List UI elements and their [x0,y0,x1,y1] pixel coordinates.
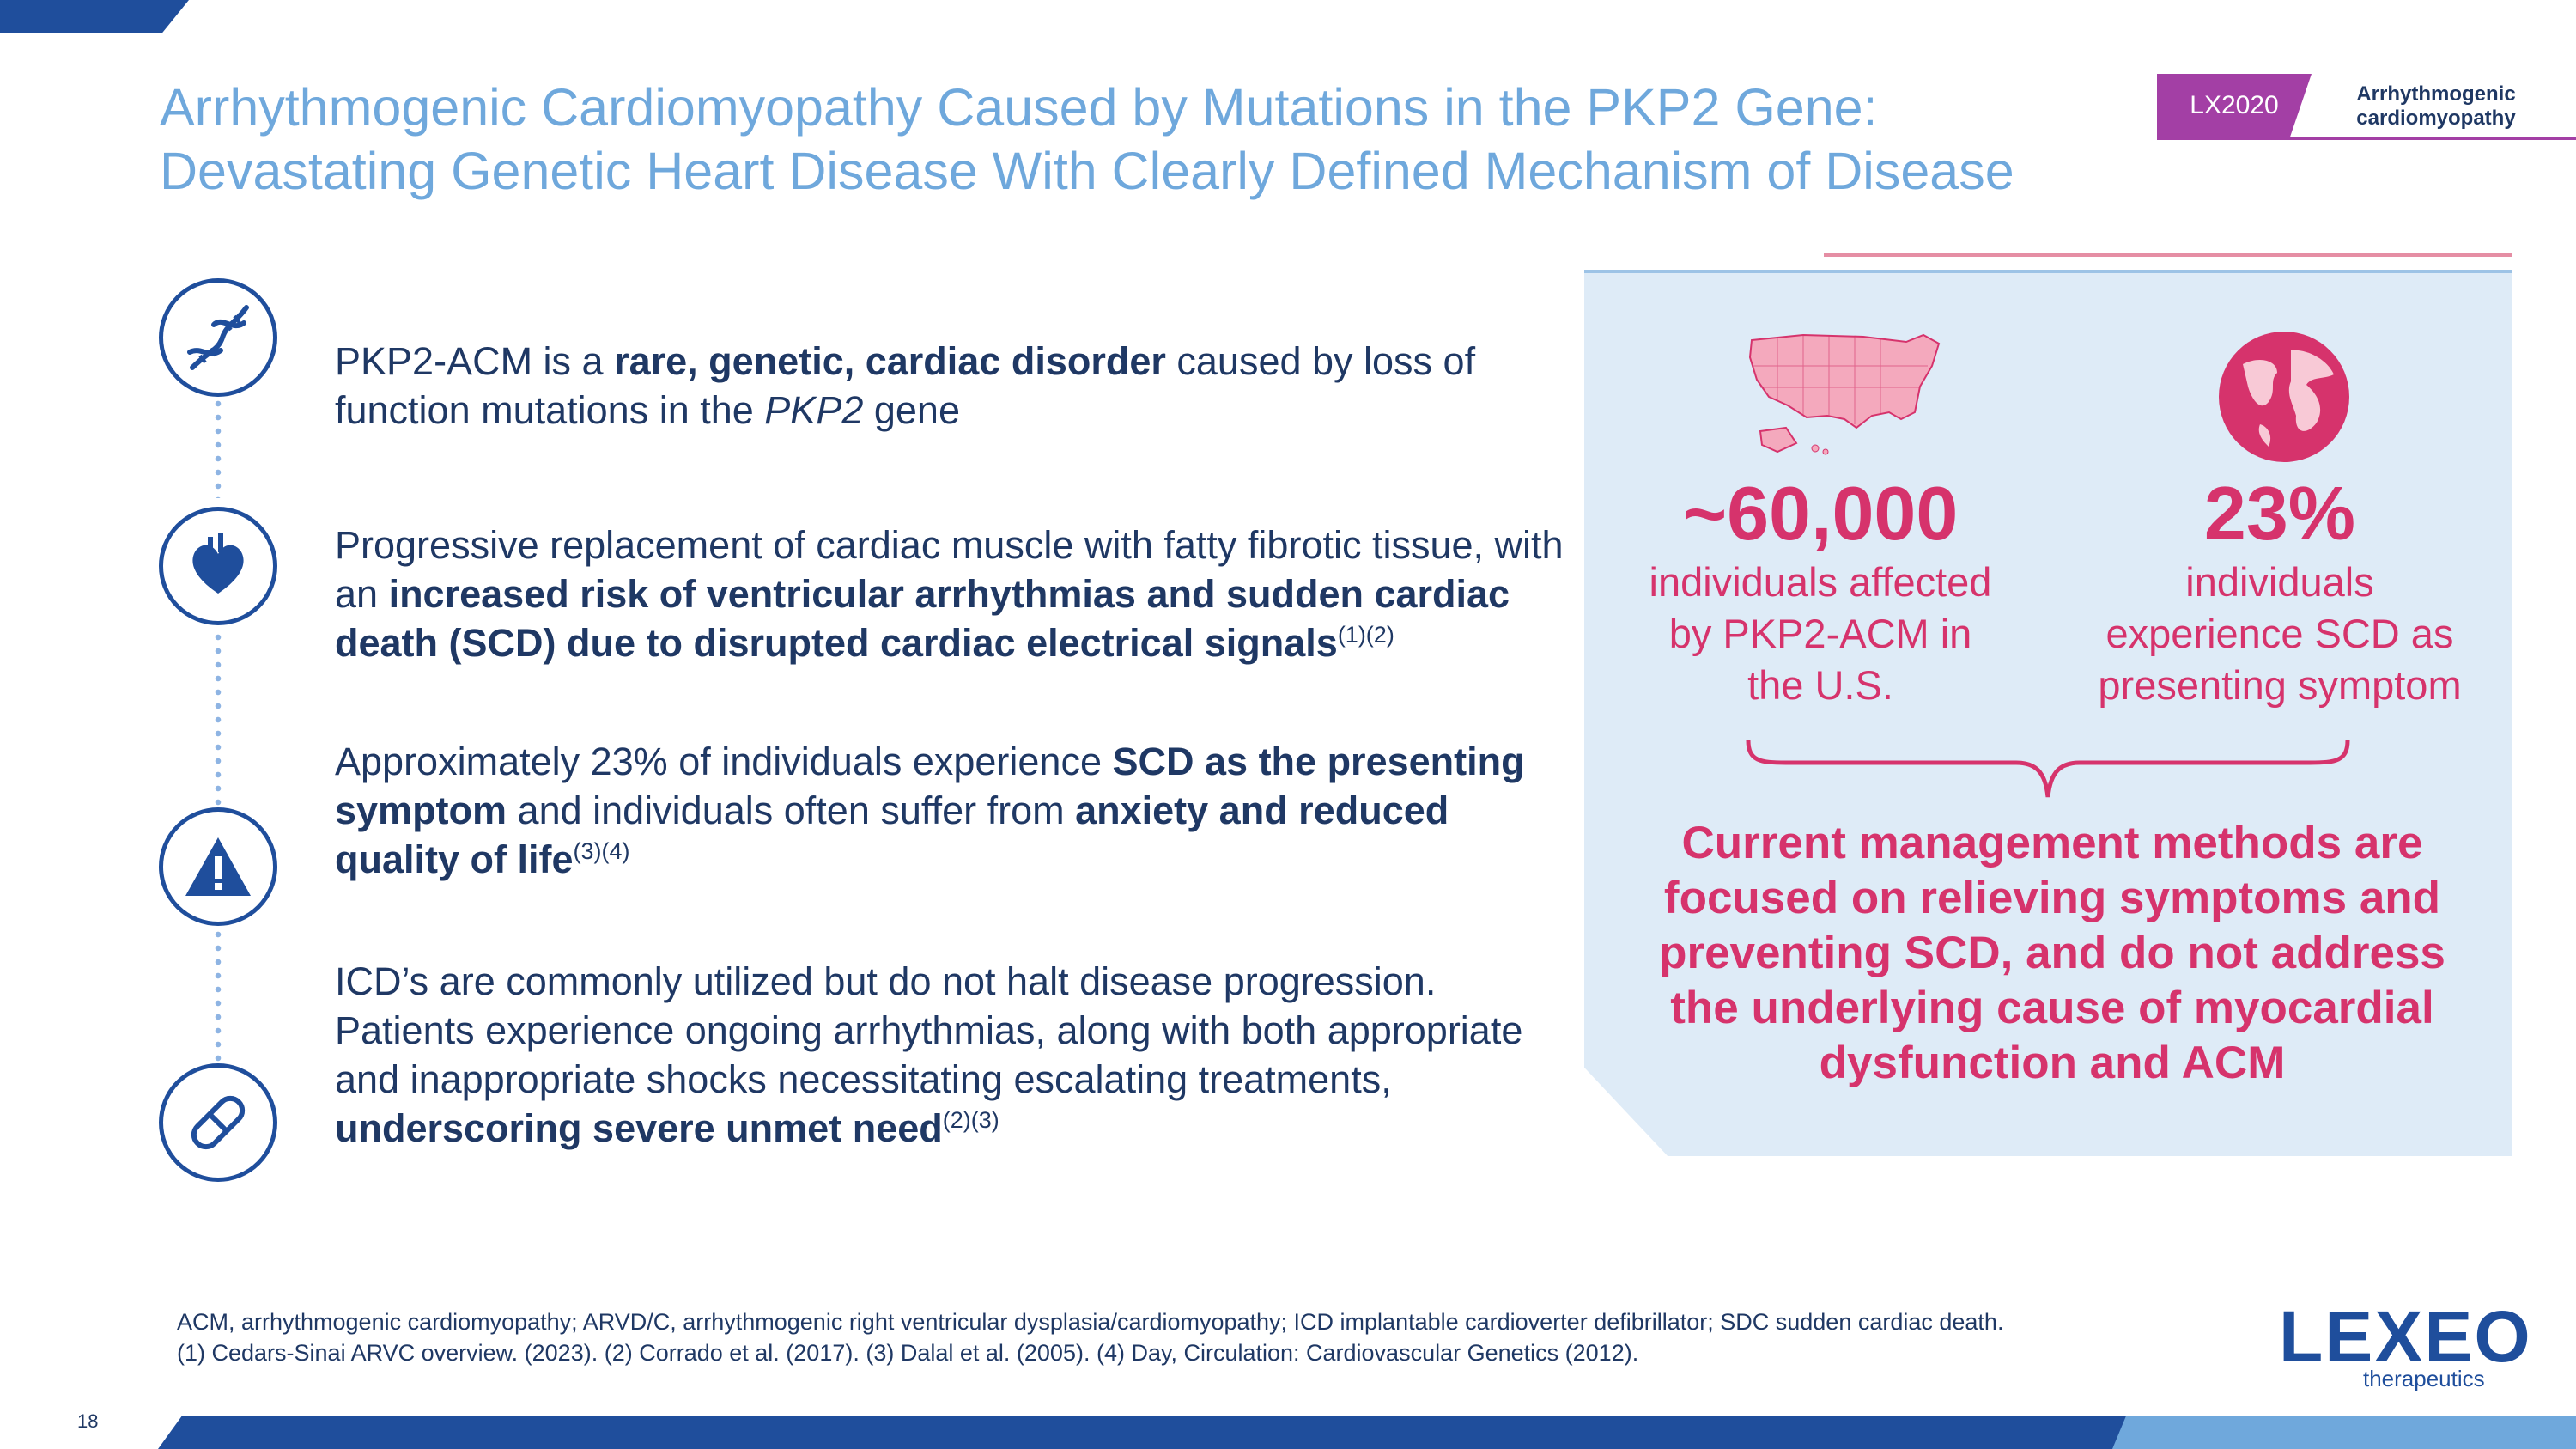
logo-name: LEXEO [2279,1296,2532,1377]
program-badge: LX2020 [2157,74,2312,137]
dna-icon [159,278,277,397]
conclusion-line-3: preventing SCD, and do not address [1659,928,2445,978]
bullet-scd-presenting: Approximately 23% of individuals experie… [335,740,1525,881]
bullet-rare-disorder: PKP2-ACM is a rare, genetic, cardiac dis… [335,339,1476,432]
conclusion-line-5: dysfunction and ACM [1819,1038,2286,1088]
curly-brace [1743,737,2353,807]
pill-icon [159,1063,277,1182]
stat-affected-line-2: by PKP2-ACM in [1668,611,1972,656]
panel-top-border [1584,270,2512,273]
connector-dots-1 [215,397,222,498]
stat-affected-number: ~60,000 [1682,471,1959,556]
stat-scd-line-2: experience SCD as [2105,611,2454,656]
page-number: 18 [77,1410,99,1432]
badge-label-line-1: Arrhythmogenic [2356,82,2516,106]
footnote-abbreviations: ACM, arrhythmogenic cardiomyopathy; ARVD… [177,1309,2004,1335]
stat-scd-line-3: presenting symptom [2098,662,2462,708]
footnote-references: (1) Cedars-Sinai ARVC overview. (2023). … [177,1340,1639,1366]
bullet-progressive-replacement: Progressive replacement of cardiac muscl… [335,523,1564,665]
stat-affected-line-1: individuals affected [1649,559,1992,605]
top-accent-tab [0,0,189,33]
badge-label-line-2: cardiomyopathy [2356,107,2516,130]
warning-icon [159,807,277,926]
stat-affected: ~60,000 individuals affected by PKP2-ACM… [1614,471,2026,711]
page-title: Arrhythmogenic Cardiomyopathy Caused by … [160,76,2135,203]
bottom-accent-bar-light [2112,1416,2576,1449]
logo-subtitle: therapeutics [2363,1366,2485,1391]
conclusion-statement: Current management methods are focused o… [1631,816,2473,1091]
heart-icon [159,507,277,625]
us-map-icon [1743,323,1949,465]
conclusion-line-2: focused on relieving symptoms and [1663,873,2441,923]
connector-dots-2 [215,630,222,811]
stat-scd: 23% individuals experience SCD as presen… [2061,471,2499,711]
stat-scd-number: 23% [2203,471,2356,556]
badge-underline [2157,137,2576,140]
bullet-icd-unmet-need: ICD’s are commonly utilized but do not h… [335,959,1523,1150]
stat-affected-line-3: the U.S. [1747,662,1893,708]
title-line-2: Devastating Genetic Heart Disease With C… [160,142,2014,200]
panel-pink-line [1824,253,2512,257]
stat-scd-line-1: individuals [2185,559,2374,605]
lexeo-logo: LEXEO therapeutics [2279,1296,2532,1391]
globe-icon [2217,330,2351,468]
conclusion-line-4: the underlying cause of myocardial [1670,983,2434,1033]
title-line-1: Arrhythmogenic Cardiomyopathy Caused by … [160,78,1878,137]
conclusion-line-1: Current management methods are [1681,818,2423,868]
stats-panel [1584,270,2512,1156]
connector-dots-3 [215,914,222,1067]
program-indication-label: Arrhythmogenic cardiomyopathy [2346,82,2526,131]
